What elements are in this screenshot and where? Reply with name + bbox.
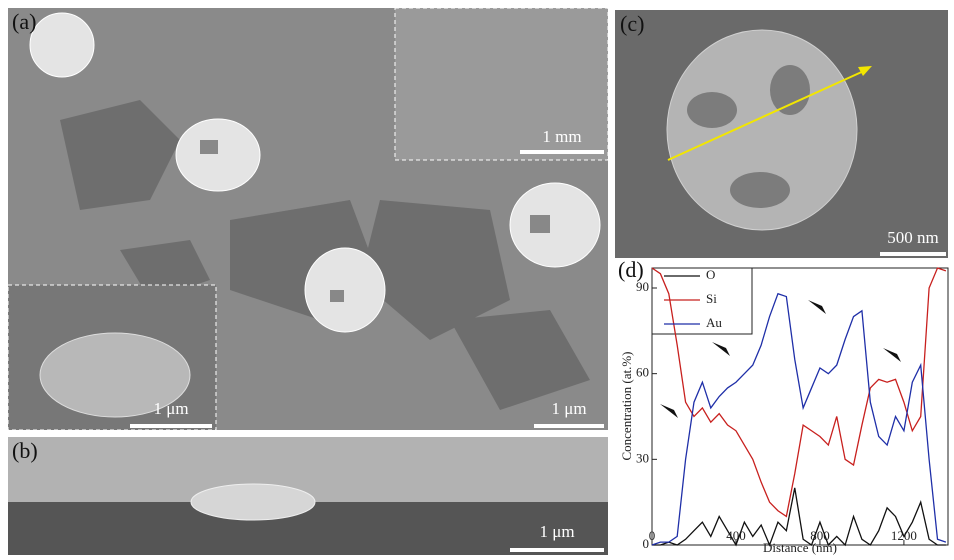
page: {"figure": {"panel_labels": ["(a)", "(b)… [0,0,954,555]
data-line [652,294,946,545]
legend-label: O [706,267,715,282]
panel-label: (a) [12,9,36,34]
scale-bar-label: 1 μm [153,399,188,418]
legend-label: Si [706,291,717,306]
y-tick-label: 0 [643,536,650,551]
legend-label: Au [706,315,722,330]
scale-bar-label: 1 μm [539,522,574,541]
x-tick-label: 400 [726,528,746,543]
panel-label: (b) [12,438,38,463]
y-tick-label: 60 [636,365,649,380]
scale-bar-label: 1 mm [542,127,581,146]
annotation-arrows [660,300,901,418]
y-axis-label: Concentration (at.%) [619,351,634,460]
x-tick-label: 0 [649,528,656,543]
y-tick-label: 90 [636,279,649,294]
y-tick-label: 30 [636,450,649,465]
figure: (a) 1 mm 1 μm 1 μm (b) 1 μm (c) 500 nm (… [0,0,954,555]
scale-bar-label: 1 μm [551,399,586,418]
panel-label: (c) [620,11,644,36]
data-line [652,268,946,516]
plot-frame [652,268,948,545]
scale-bar-label: 500 nm [887,228,938,247]
